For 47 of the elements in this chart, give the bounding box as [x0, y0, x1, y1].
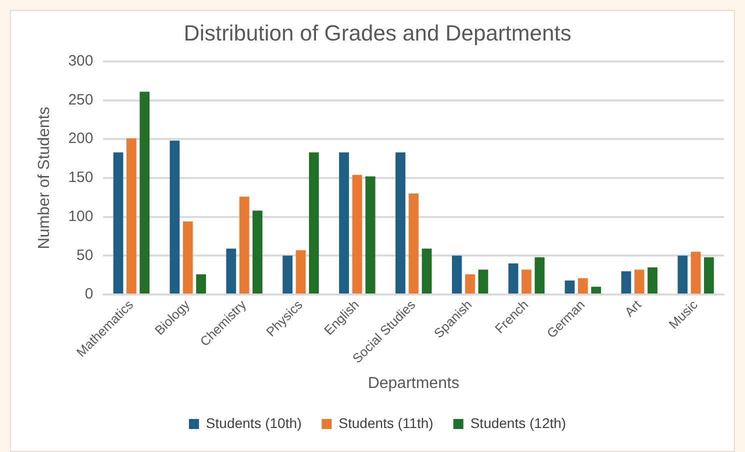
chart-title: Distribution of Grades and Departments — [184, 20, 572, 46]
bar — [678, 256, 688, 294]
bar — [578, 278, 588, 294]
bar — [704, 257, 714, 294]
bar — [339, 152, 349, 294]
legend-label: Students (11th) — [338, 414, 434, 431]
bar — [352, 174, 362, 294]
bar — [396, 152, 406, 294]
bar — [252, 210, 262, 294]
bar — [621, 271, 632, 294]
y-tick-label: 250 — [68, 91, 94, 108]
y-tick-label: 50 — [76, 246, 94, 264]
bar — [648, 267, 658, 294]
bar — [634, 270, 644, 294]
legend-label: Students (12th) — [470, 414, 566, 431]
y-tick-label: 200 — [68, 130, 94, 148]
bar — [226, 248, 236, 294]
bar — [182, 221, 193, 294]
y-tick-label: 0 — [84, 286, 94, 303]
bar — [452, 256, 462, 294]
bar — [196, 274, 206, 294]
bar — [365, 176, 376, 294]
bar — [308, 152, 319, 294]
x-tick-label: Art — [622, 296, 644, 320]
bar — [140, 92, 150, 294]
bar — [239, 196, 250, 294]
bar — [296, 250, 306, 294]
legend-label: Students (10th) — [206, 414, 302, 431]
bar — [282, 256, 293, 294]
bar — [113, 152, 124, 294]
bar — [591, 286, 602, 294]
y-tick-label: 300 — [68, 52, 94, 70]
y-tick-label: 100 — [68, 208, 94, 225]
bar — [522, 270, 532, 294]
bar — [422, 248, 432, 294]
bar — [690, 252, 701, 294]
x-axis-title: Departments — [368, 374, 460, 392]
bar — [564, 280, 575, 294]
bar — [534, 257, 545, 294]
bar — [508, 263, 518, 294]
bar — [126, 138, 136, 294]
y-axis-title: Number of Students — [36, 106, 54, 250]
bar — [408, 194, 419, 294]
y-tick-label: 150 — [68, 169, 94, 186]
bar — [478, 270, 488, 294]
bar — [170, 140, 180, 294]
bar — [465, 274, 475, 294]
